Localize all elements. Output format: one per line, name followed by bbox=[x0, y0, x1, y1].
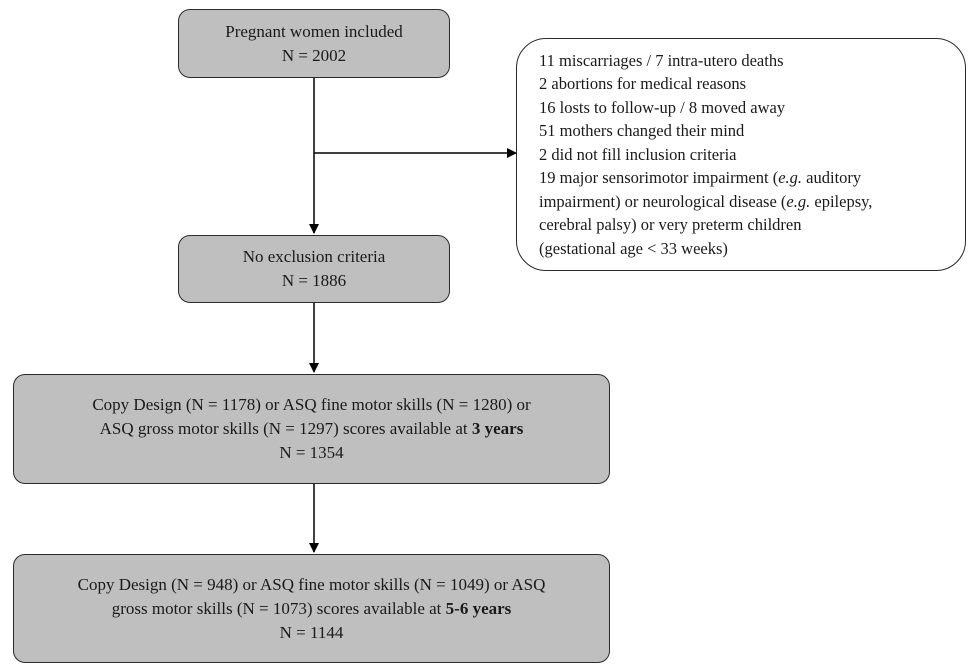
exclusion-line-4: 51 mothers changed their mind bbox=[539, 121, 745, 141]
box-1-count: N = 2002 bbox=[281, 45, 347, 65]
box-2-title: No exclusion criteria bbox=[242, 247, 386, 266]
box-4-line-1: Copy Design (N = 948) or ASQ fine motor … bbox=[77, 574, 546, 594]
exclusion-line-9: (gestational age < 33 weeks) bbox=[539, 238, 728, 258]
exclusion-line-2: 2 abortions for medical reasons bbox=[539, 74, 747, 94]
exclusion-line-8: cerebral palsy) or very preterm children bbox=[539, 215, 802, 235]
box-4-line-2: gross motor skills (N = 1073) scores ava… bbox=[111, 598, 512, 618]
box-2-count: N = 1886 bbox=[281, 271, 347, 290]
box-4-count: N = 1144 bbox=[279, 622, 344, 642]
box-scores-5-6-years: Copy Design (N = 948) or ASQ fine motor … bbox=[13, 554, 610, 663]
box-no-exclusion-criteria: No exclusion criteria N = 1886 bbox=[178, 235, 450, 303]
exclusion-line-6: 19 major sensorimotor impairment (e.g. a… bbox=[539, 168, 862, 188]
box-3-count: N = 1354 bbox=[279, 443, 344, 462]
exclusion-line-5: 2 did not fill inclusion criteria bbox=[539, 144, 737, 164]
box-pregnant-women-included: Pregnant women included N = 2002 bbox=[178, 9, 450, 78]
box-3-line-1: Copy Design (N = 1178) or ASQ fine motor… bbox=[92, 395, 531, 414]
box-3-line-2: ASQ gross motor skills (N = 1297) scores… bbox=[99, 419, 524, 438]
exclusion-line-3: 16 losts to follow-up / 8 moved away bbox=[539, 97, 786, 117]
box-1-title: Pregnant women included bbox=[225, 21, 403, 41]
exclusion-line-1: 11 miscarriages / 7 intra-utero deaths bbox=[539, 50, 784, 70]
exclusions-box: 11 miscarriages / 7 intra-utero deaths 2… bbox=[516, 38, 966, 271]
exclusion-line-7: impairment) or neurological disease (e.g… bbox=[539, 191, 873, 211]
box-scores-3-years: Copy Design (N = 1178) or ASQ fine motor… bbox=[13, 374, 610, 484]
